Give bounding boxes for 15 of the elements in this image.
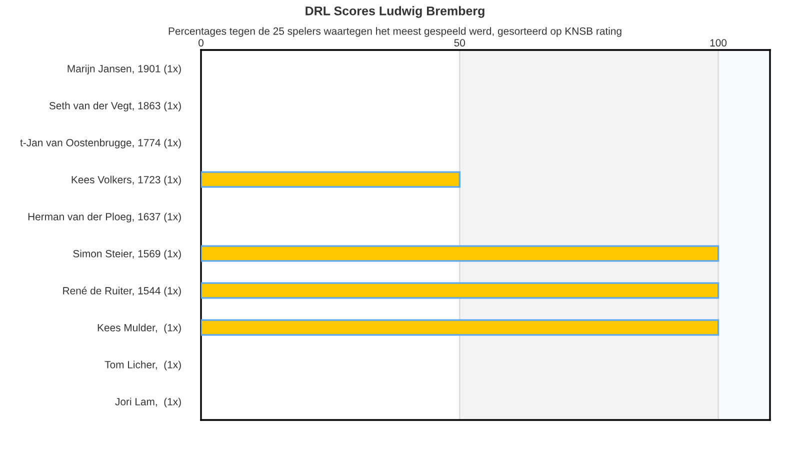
y-tick-label: Seth van der Vegt, 1863 (1x): [49, 102, 181, 112]
y-tick-label: Kees Mulder, (1x): [98, 324, 181, 334]
y-tick-label: Jori Lam, (1x): [115, 398, 181, 408]
y-tick-label: René de Ruiter, 1544 (1x): [63, 286, 181, 296]
x-tick-label: 0: [198, 39, 204, 47]
y-tick-label: t-Jan van Oostenbrugge, 1774 (1x): [20, 138, 181, 148]
y-tick-label: Herman van der Ploeg, 1637 (1x): [28, 212, 181, 222]
y-tick-label: Kees Volkers, 1723 (1x): [72, 176, 181, 186]
x-tick-label: 100: [710, 39, 727, 47]
y-tick-label: Marijn Jansen, 1901 (1x): [68, 64, 181, 74]
x-tick-label: 50: [454, 39, 466, 47]
y-tick-label: Simon Steier, 1569 (1x): [73, 250, 181, 260]
y-tick-label: Tom Licher, (1x): [104, 360, 181, 370]
chart-subtitle: Percentages tegen de 25 spelers waartegen het meest gespeeld werd, gesorteerd op KNSB rating: [168, 27, 622, 37]
chart-title: DRL Scores Ludwig Bremberg: [306, 6, 484, 18]
